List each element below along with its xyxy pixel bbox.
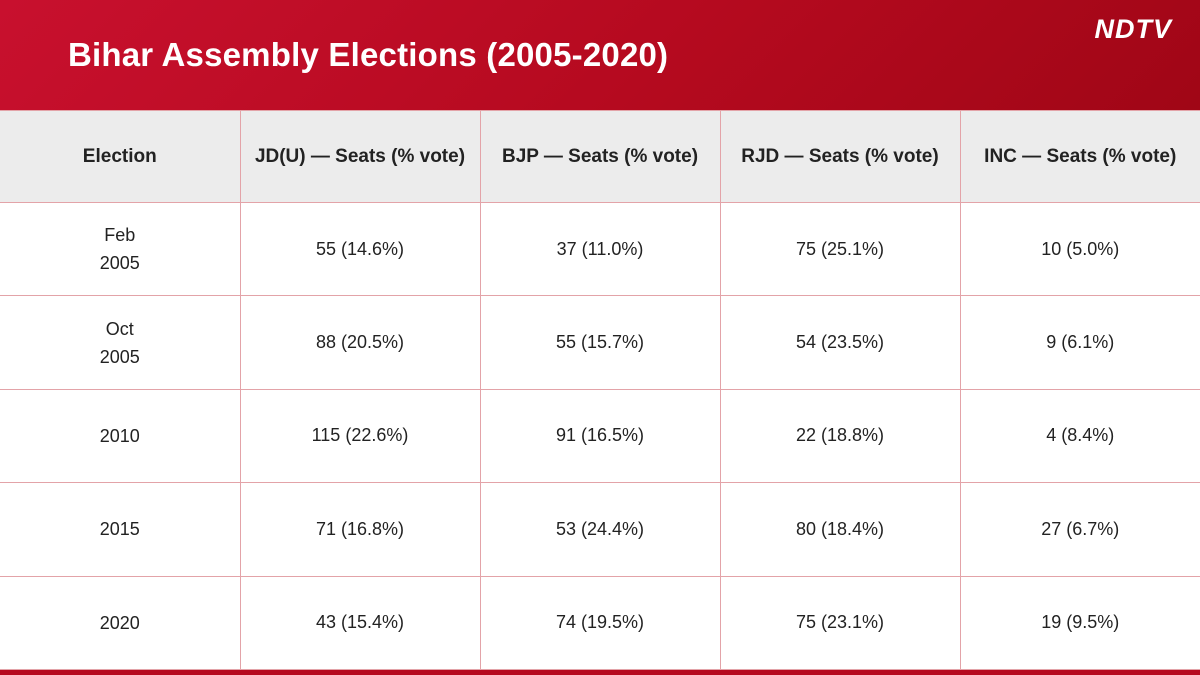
ndtv-logo: NDTV <box>1094 14 1172 44</box>
bjp-cell: 91 (16.5%) <box>480 389 721 484</box>
rjd-cell: 54 (23.5%) <box>720 295 961 390</box>
table-row: 2020 43 (15.4%) 74 (19.5%) 75 (23.1%) 19… <box>0 576 1200 671</box>
bjp-cell: 37 (11.0%) <box>480 202 721 297</box>
inc-cell: 10 (5.0%) <box>960 202 1200 297</box>
election-label: 2020 <box>99 612 140 633</box>
column-header-jdu: JD(U) — Seats (% vote) <box>240 111 481 203</box>
jdu-cell: 55 (14.6%) <box>240 202 481 297</box>
election-label: Oct <box>105 318 134 339</box>
rjd-cell: 75 (23.1%) <box>720 576 961 671</box>
column-header-election: Election <box>0 111 241 203</box>
column-header-rjd: RJD — Seats (% vote) <box>720 111 961 203</box>
bottom-accent-bar <box>0 670 1200 675</box>
election-cell: Feb 2005 <box>0 202 241 297</box>
bjp-cell: 74 (19.5%) <box>480 576 721 671</box>
jdu-cell: 115 (22.6%) <box>240 389 481 484</box>
election-label: 2010 <box>99 425 140 446</box>
election-cell: 2010 <box>0 389 241 484</box>
column-header-inc: INC — Seats (% vote) <box>960 111 1200 203</box>
table-header-row: Election JD(U) — Seats (% vote) BJP — Se… <box>0 111 1200 203</box>
election-cell: 2015 <box>0 482 241 577</box>
inc-cell: 19 (9.5%) <box>960 576 1200 671</box>
jdu-cell: 43 (15.4%) <box>240 576 481 671</box>
table-row: Feb 2005 55 (14.6%) 37 (11.0%) 75 (25.1%… <box>0 202 1200 297</box>
rjd-cell: 75 (25.1%) <box>720 202 961 297</box>
bjp-cell: 53 (24.4%) <box>480 482 721 577</box>
rjd-cell: 22 (18.8%) <box>720 389 961 484</box>
inc-cell: 9 (6.1%) <box>960 295 1200 390</box>
table-row: 2015 71 (16.8%) 53 (24.4%) 80 (18.4%) 27… <box>0 482 1200 577</box>
results-table-container: Election JD(U) — Seats (% vote) BJP — Se… <box>0 110 1200 671</box>
table-row: Oct 2005 88 (20.5%) 55 (15.7%) 54 (23.5%… <box>0 295 1200 390</box>
jdu-cell: 71 (16.8%) <box>240 482 481 577</box>
inc-cell: 27 (6.7%) <box>960 482 1200 577</box>
election-label: Feb <box>104 225 136 246</box>
election-label: 2005 <box>99 253 140 274</box>
table-row: 2010 115 (22.6%) 91 (16.5%) 22 (18.8%) 4… <box>0 389 1200 484</box>
results-table: Election JD(U) — Seats (% vote) BJP — Se… <box>0 111 1200 671</box>
bjp-cell: 55 (15.7%) <box>480 295 721 390</box>
column-header-bjp: BJP — Seats (% vote) <box>480 111 721 203</box>
inc-cell: 4 (8.4%) <box>960 389 1200 484</box>
jdu-cell: 88 (20.5%) <box>240 295 481 390</box>
page-title: Bihar Assembly Elections (2005-2020) <box>68 36 669 73</box>
election-label: 2015 <box>99 519 140 540</box>
rjd-cell: 80 (18.4%) <box>720 482 961 577</box>
election-cell: Oct 2005 <box>0 295 241 390</box>
election-label: 2005 <box>99 346 140 367</box>
election-cell: 2020 <box>0 576 241 671</box>
header-banner: Bihar Assembly Elections (2005-2020) NDT… <box>0 0 1200 110</box>
